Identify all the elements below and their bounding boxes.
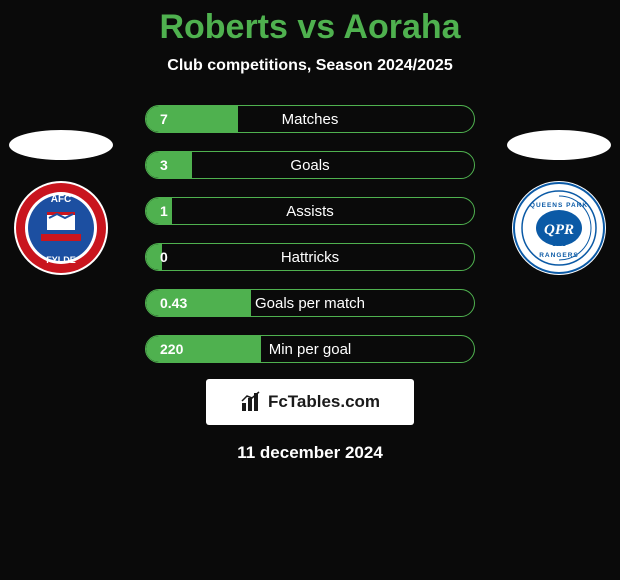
stat-value-left: 0 [160, 249, 168, 265]
player2-name: Aoraha [343, 8, 460, 46]
date-label: 11 december 2024 [237, 443, 383, 463]
player2-headshot [507, 130, 611, 160]
fctables-link[interactable]: FcTables.com [206, 379, 414, 425]
chart-bar-icon [240, 391, 262, 413]
comparison-card: Roberts vs Aoraha Club competitions, Sea… [0, 0, 620, 580]
svg-text:1882: 1882 [552, 242, 566, 248]
stat-value-left: 0.43 [160, 295, 187, 311]
qpr-badge-icon: QUEENS PARK RANGERS QPR 1882 [511, 180, 607, 276]
player2-club-badge: QUEENS PARK RANGERS QPR 1882 [511, 180, 607, 276]
page-title: Roberts vs Aoraha [159, 8, 460, 47]
svg-text:FYLDE: FYLDE [46, 255, 76, 265]
svg-text:RANGERS: RANGERS [539, 252, 579, 259]
stat-row-goals: 3 Goals [145, 151, 475, 179]
stat-row-hattricks: 0 Hattricks [145, 243, 475, 271]
stat-label: Matches [146, 111, 474, 128]
fctables-label: FcTables.com [268, 392, 380, 412]
stat-value-left: 220 [160, 341, 183, 357]
stat-value-left: 7 [160, 111, 168, 127]
svg-text:AFC: AFC [51, 194, 72, 205]
stats-list: 7 Matches 3 Goals 1 Assists 0 Hattricks … [145, 105, 475, 363]
stat-label: Goals per match [146, 295, 474, 312]
vs-label: vs [297, 8, 335, 46]
stat-label: Hattricks [146, 249, 474, 266]
player1-column: AFC FYLDE [6, 130, 116, 276]
stat-row-min-per-goal: 220 Min per goal [145, 335, 475, 363]
stat-row-goals-per-match: 0.43 Goals per match [145, 289, 475, 317]
player2-column: QUEENS PARK RANGERS QPR 1882 [504, 130, 614, 276]
stat-row-matches: 7 Matches [145, 105, 475, 133]
stat-label: Min per goal [146, 341, 474, 358]
player1-club-badge: AFC FYLDE [13, 180, 109, 276]
stat-row-assists: 1 Assists [145, 197, 475, 225]
afc-fylde-badge-icon: AFC FYLDE [13, 180, 109, 276]
subtitle: Club competitions, Season 2024/2025 [167, 57, 452, 75]
svg-text:QUEENS PARK: QUEENS PARK [530, 202, 588, 209]
stat-label: Assists [146, 203, 474, 220]
svg-text:QPR: QPR [544, 222, 574, 238]
stat-value-left: 3 [160, 157, 168, 173]
stat-value-left: 1 [160, 203, 168, 219]
stat-label: Goals [146, 157, 474, 174]
player1-headshot [9, 130, 113, 160]
player1-name: Roberts [159, 8, 287, 46]
